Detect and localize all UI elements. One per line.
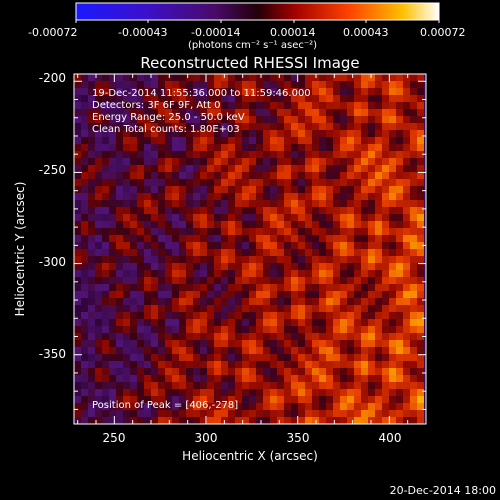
image-area — [74, 74, 426, 424]
colorbar-tick-label: 0.00072 — [420, 26, 466, 39]
y-tick-label: -250 — [39, 163, 66, 177]
axis-ticks — [74, 74, 427, 424]
info-time-range: 19-Dec-2014 11:55:36.000 to 11:59:46.000 — [92, 88, 311, 99]
x-tick-label: 400 — [379, 431, 402, 445]
colorbar-units: (photons cm⁻² s⁻¹ asec⁻²) — [188, 40, 317, 51]
colorbar — [75, 2, 440, 21]
y-tick-label: -300 — [39, 255, 66, 269]
colorbar-tick-label: -0.00014 — [191, 26, 240, 39]
x-tick-label: 350 — [287, 431, 310, 445]
info-energy: Energy Range: 25.0 - 50.0 keV — [92, 112, 245, 123]
plot-frame — [73, 73, 427, 425]
plot-title: Reconstructed RHESSI Image — [140, 54, 359, 72]
info-clean: Clean Total counts: 1.80E+03 — [92, 124, 240, 135]
colorbar-tick-label: 0.00014 — [270, 26, 316, 39]
info-peak: Position of Peak = [406,-278] — [92, 400, 238, 411]
x-axis-label: Heliocentric X (arcsec) — [182, 449, 318, 463]
info-detectors: Detectors: 3F 6F 9F, Att 0 — [92, 100, 220, 111]
timestamp: 20-Dec-2014 18:00 — [390, 484, 496, 497]
colorbar-tick-label: -0.00072 — [28, 26, 77, 39]
y-tick-label: -200 — [39, 71, 66, 85]
y-axis-label: Heliocentric Y (arcsec) — [13, 182, 27, 317]
y-tick-label: -350 — [39, 347, 66, 361]
colorbar-tick-label: -0.00043 — [118, 26, 167, 39]
colorbar-tick-label: 0.00043 — [343, 26, 389, 39]
x-tick-label: 250 — [103, 431, 126, 445]
x-tick-label: 300 — [195, 431, 218, 445]
colorbar-ticks — [75, 20, 440, 23]
